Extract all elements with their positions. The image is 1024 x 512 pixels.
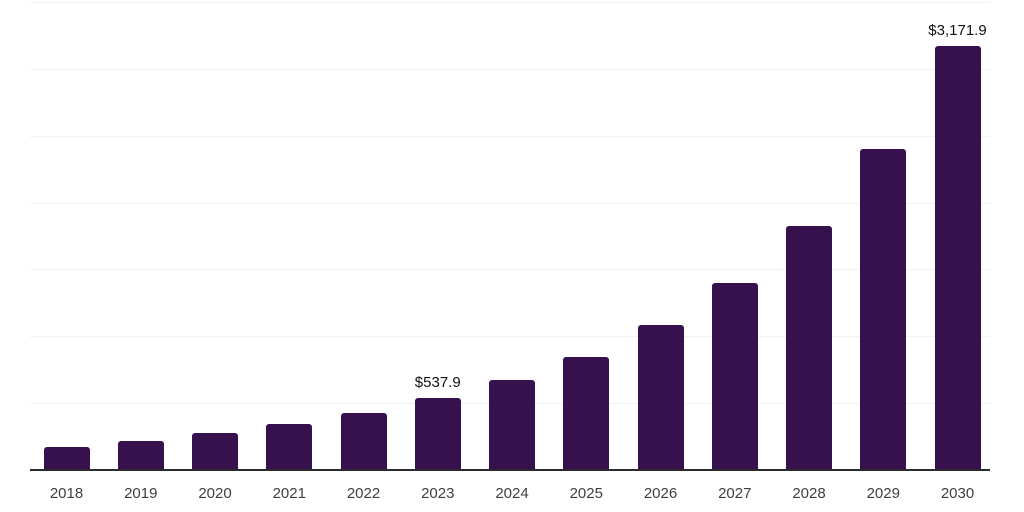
x-tick-2027: 2027 (718, 485, 752, 502)
bar-2024 (489, 380, 535, 470)
value-label-2023: $537.9 (414, 374, 461, 392)
x-tick-2024: 2024 (495, 485, 529, 502)
gridline-3000 (30, 68, 990, 70)
bar-2028 (786, 225, 832, 470)
bar-2029 (860, 149, 907, 470)
x-tick-2019: 2019 (124, 485, 158, 502)
bar-2026 (637, 324, 684, 470)
bar-2022 (340, 413, 387, 470)
x-tick-2028: 2028 (792, 485, 826, 502)
x-tick-2018: 2018 (49, 485, 84, 502)
x-tick-2026: 2026 (643, 485, 678, 502)
bar-2020 (192, 433, 238, 470)
gridline-1500 (30, 269, 990, 271)
x-tick-2029: 2029 (866, 485, 900, 502)
x-tick-2030: 2030 (940, 485, 975, 502)
gridline-1000 (30, 336, 990, 338)
bar-2025 (563, 357, 610, 470)
bar-2023 (414, 398, 461, 470)
bar-2019 (117, 441, 164, 470)
x-tick-2021: 2021 (272, 485, 306, 502)
x-tick-2025: 2025 (569, 485, 603, 502)
value-label-2030: $3,171.9 (928, 21, 987, 39)
x-tick-2022: 2022 (346, 485, 381, 502)
bar-2021 (266, 424, 313, 470)
gridline-2000 (30, 202, 990, 204)
x-tick-2020: 2020 (198, 485, 232, 502)
x-tick-2023: 2023 (421, 485, 455, 502)
bar-2027 (711, 282, 758, 470)
gridline-2500 (30, 135, 990, 137)
x-axis-line (30, 469, 990, 471)
bar-2018 (43, 446, 90, 470)
gridline-3500 (30, 2, 990, 3)
bar-2030 (934, 45, 981, 470)
